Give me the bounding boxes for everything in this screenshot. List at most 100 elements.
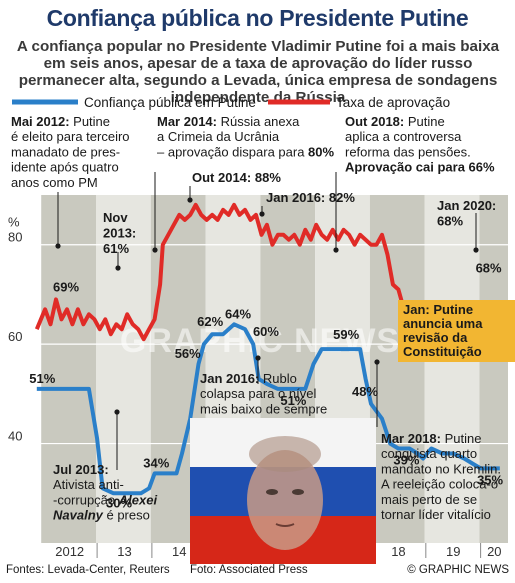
x-tick-label: 20 bbox=[487, 544, 501, 559]
leader-dot bbox=[55, 243, 61, 249]
y-tick-label: 80 bbox=[8, 230, 22, 245]
annotation-run: – aprovação dispara para bbox=[157, 144, 308, 159]
annotation-line: manadato de pres- bbox=[11, 144, 120, 159]
constitution-callout: Jan: Putine anuncia uma revisão da Const… bbox=[398, 300, 515, 362]
annotation-bold-run: Mar 2014: bbox=[157, 114, 217, 129]
annotation-line: – aprovação dispara para 80% bbox=[157, 144, 335, 159]
annotation-bold-run: Mar 2018: bbox=[381, 431, 441, 446]
year-band-2012 bbox=[41, 195, 97, 543]
legend-label-approval: Taxa de aprovação bbox=[336, 95, 450, 110]
annotation-jan2016: Jan 2016: 82% bbox=[266, 190, 355, 205]
annotation-run: a Crimeia da Ucrânia bbox=[157, 129, 280, 144]
data-label: 39% bbox=[393, 453, 419, 468]
data-label: 68% bbox=[476, 260, 502, 275]
data-label: 69% bbox=[53, 279, 79, 294]
year-band-2013 bbox=[96, 195, 151, 543]
annotation-line: Aprovação cai para 66% bbox=[345, 160, 495, 175]
annotation-bold-run: Jan 2016: 82% bbox=[266, 190, 355, 205]
y-tick-label: 40 bbox=[8, 429, 22, 444]
data-label: 59% bbox=[333, 327, 359, 342]
annotation-run: aplica a controversa bbox=[345, 129, 462, 144]
annotation-line: Jul 2013: bbox=[53, 462, 109, 477]
annotation-run: colapsa para o nível bbox=[200, 386, 316, 401]
leader-dot bbox=[115, 265, 121, 271]
annotation-leaders bbox=[55, 172, 479, 470]
annotation-bold-run: 68% bbox=[437, 214, 463, 229]
annotation-bold-run: Jan 2020: bbox=[437, 198, 496, 213]
annotation-bold-run: Jul 2013: bbox=[53, 462, 109, 477]
data-label: 51% bbox=[29, 371, 55, 386]
annotation-run: -corrupção bbox=[53, 492, 119, 507]
annotation-bold-run: Alexei bbox=[118, 492, 158, 507]
annotation-run: Rublo bbox=[259, 371, 297, 386]
annotation-line: 61% bbox=[103, 241, 129, 256]
leader-dot bbox=[152, 247, 158, 253]
annotation-line: 68% bbox=[437, 214, 463, 229]
annotation-line: Jan 2016: 82% bbox=[266, 190, 355, 205]
trust-series-line bbox=[36, 322, 500, 496]
annotation-line: Out 2014: 88% bbox=[192, 170, 281, 185]
legend-label-trust: Confiança pública em Putine bbox=[84, 95, 256, 110]
annotation-run: é preso bbox=[103, 508, 150, 523]
data-label: 30% bbox=[106, 495, 132, 510]
annotation-bold-run: 80% bbox=[308, 144, 334, 159]
data-label: 51% bbox=[280, 393, 306, 408]
year-band-2020 bbox=[479, 195, 508, 543]
data-label: 35% bbox=[477, 472, 503, 487]
annotation-run: Putine bbox=[70, 114, 110, 129]
data-label: 60% bbox=[253, 324, 279, 339]
annotation-line: Jan 2020: bbox=[437, 198, 496, 213]
annotation-run: reforma das pensões. bbox=[345, 144, 471, 159]
annotation-run: Ativista anti- bbox=[53, 477, 124, 492]
annotation-jul2013: Jul 2013:Ativista anti--corrupção Alexei… bbox=[53, 462, 157, 523]
annotation-run: mandato no Kremlin. bbox=[381, 461, 501, 476]
legend: Confiança pública em Putine Taxa de aprov… bbox=[12, 95, 450, 110]
annotation-line: mais baixo de sempre bbox=[200, 401, 327, 416]
data-label: 34% bbox=[143, 455, 169, 470]
x-tick-label: 18 bbox=[391, 544, 405, 559]
annotation-run: idente após quatro bbox=[11, 160, 119, 175]
leader-dot bbox=[187, 197, 193, 203]
data-label: 48% bbox=[352, 384, 378, 399]
x-tick-label: 19 bbox=[446, 544, 460, 559]
photo-image bbox=[190, 418, 376, 564]
x-tick-label: 14 bbox=[172, 544, 186, 559]
annotation-bold-run: Out 2014: 88% bbox=[192, 170, 281, 185]
leader-dot bbox=[333, 247, 339, 253]
leader-dot bbox=[114, 409, 120, 415]
annotation-run: mais baixo de sempre bbox=[200, 401, 327, 416]
leader-dot bbox=[259, 211, 265, 217]
year-band-2019 bbox=[424, 195, 480, 543]
annotation-run: anos como PM bbox=[11, 175, 98, 190]
annotation-line: -corrupção Alexei bbox=[53, 492, 157, 507]
leader-dot bbox=[374, 359, 380, 365]
annotation-bold-run: Out 2018: bbox=[345, 114, 404, 129]
annotation-bold-run: Jan 2016: bbox=[200, 371, 259, 386]
annotation-bold-run: 2013: bbox=[103, 226, 136, 241]
annotation-line: Ativista anti- bbox=[53, 477, 124, 492]
annotation-line: Mar 2014: Rússia anexa bbox=[157, 114, 300, 129]
year-band-2018 bbox=[369, 195, 425, 543]
annotation-line: anos como PM bbox=[11, 175, 98, 190]
data-label: 56% bbox=[175, 346, 201, 361]
annotation-jan2020: Jan 2020:68% bbox=[437, 198, 496, 229]
annotation-line: mais perto de se bbox=[381, 492, 477, 507]
annotation-bold-run: Mai 2012: bbox=[11, 114, 70, 129]
annotation-run: Putine bbox=[441, 431, 481, 446]
annotation-line: a Crimeia da Ucrânia bbox=[157, 129, 280, 144]
annotation-bold-run: 61% bbox=[103, 241, 129, 256]
annotation-line: colapsa para o nível bbox=[200, 386, 316, 401]
annotation-line: A reeleição coloca-o bbox=[381, 477, 498, 492]
annotation-line: 2013: bbox=[103, 226, 136, 241]
annotation-line: Out 2018: Putine bbox=[345, 114, 445, 129]
annotation-run: é eleito para terceiro bbox=[11, 129, 130, 144]
annotation-run: Putine bbox=[404, 114, 444, 129]
sources-credit: Fontes: Levada-Center, Reuters bbox=[6, 564, 170, 576]
leader-dot bbox=[473, 247, 479, 253]
y-axis: 40 60 80% bbox=[8, 215, 22, 444]
